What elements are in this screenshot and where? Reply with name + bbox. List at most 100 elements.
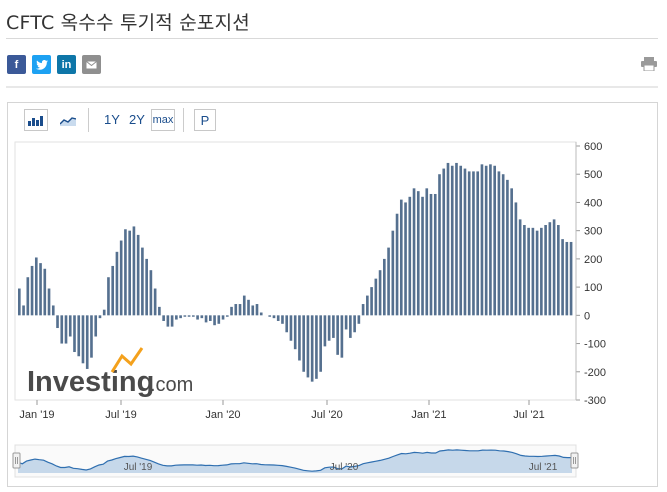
chart-bar (510, 188, 513, 316)
chart-bar (281, 315, 284, 324)
facebook-icon[interactable]: f (7, 55, 26, 74)
range-2y-button[interactable]: 2Y (129, 112, 145, 127)
chart-bar (192, 315, 195, 317)
chart-bar (208, 315, 212, 321)
chart-bar (353, 315, 356, 333)
chart-bar (170, 315, 174, 327)
navigator-handle-left[interactable] (12, 452, 21, 469)
chart-bar (259, 312, 263, 316)
investing-logo-brand: Investing (27, 366, 154, 398)
y-tick-label: 400 (584, 197, 602, 209)
chart-bar (175, 315, 178, 320)
chart-bar (276, 315, 280, 321)
chart-bar (501, 174, 505, 316)
chart-bar (204, 315, 208, 323)
chart-bar (506, 179, 509, 316)
twitter-icon[interactable] (32, 55, 51, 74)
chart-bar (531, 227, 535, 316)
chart-bar (136, 234, 140, 316)
print-icon[interactable] (641, 57, 657, 71)
chart-bar (557, 225, 560, 316)
chart-bar (242, 295, 246, 316)
chart-bar (162, 315, 165, 321)
chart-bar (115, 251, 119, 316)
chart-bar (213, 315, 216, 326)
chart-bar (489, 164, 492, 316)
chart-bar (374, 278, 378, 316)
y-tick-label: -100 (584, 339, 606, 351)
chart-bar (68, 315, 72, 337)
y-tick-label: 300 (584, 226, 602, 238)
chart-bar (446, 162, 450, 316)
chart-bar (196, 315, 199, 320)
chart-bar (217, 315, 221, 324)
chart-bar (200, 315, 204, 319)
chart-bar (523, 225, 526, 316)
chart-bar (408, 196, 412, 316)
chart-bar (336, 315, 339, 355)
chart-bar (332, 315, 335, 338)
chart-bar (366, 295, 369, 316)
chart-bar (107, 277, 110, 316)
chart-bar (119, 240, 123, 316)
chart-bar (47, 288, 51, 316)
chart-bar (412, 188, 416, 316)
y-tick-label: -200 (584, 367, 606, 379)
chart-bar (293, 315, 297, 350)
chart-bar (179, 315, 182, 319)
chart-bar (344, 315, 348, 330)
chart-bar (225, 315, 229, 317)
chart-bar (463, 168, 467, 316)
chart-bar (467, 171, 471, 316)
chart-bar (56, 315, 59, 329)
chart-bar (450, 165, 454, 316)
chart-bar (548, 222, 552, 316)
x-tick-label: Jan '20 (205, 409, 240, 421)
chart-bar (43, 268, 47, 316)
chart-bar (327, 315, 331, 341)
chart-bar (268, 315, 272, 317)
chart-bar (128, 230, 131, 316)
chart-bar (383, 258, 386, 316)
chart-bar (493, 165, 496, 316)
linkedin-icon[interactable]: in (57, 55, 76, 74)
chart-bar (272, 315, 276, 319)
chart-bar (145, 258, 148, 316)
chart-bar (183, 315, 187, 317)
pin-button[interactable]: P (194, 109, 216, 131)
chart-bar (442, 168, 446, 316)
chart-bar (149, 270, 153, 316)
x-tick-label: Jan '19 (19, 409, 54, 421)
chart-bar (323, 315, 327, 347)
chart-bar (552, 219, 556, 316)
chart-bar (387, 247, 390, 316)
investing-logo: Investing .com (27, 347, 193, 398)
chart-bar (425, 188, 429, 316)
y-tick-label: 200 (584, 254, 602, 266)
chart-bar (544, 225, 547, 316)
chart-bar (378, 270, 382, 316)
chart-bar (391, 230, 395, 316)
chart-bar (81, 315, 85, 364)
range-1y-button[interactable]: 1Y (104, 112, 120, 127)
range-max-button[interactable]: max (151, 109, 175, 131)
chart-bar (361, 304, 365, 316)
chart-bar (527, 227, 530, 316)
area-chart-icon[interactable] (56, 109, 80, 131)
navigator-handle-right[interactable] (570, 452, 579, 469)
chart-bar (497, 171, 501, 316)
email-icon[interactable] (82, 55, 101, 74)
navigator-label: Jul '19 (124, 462, 153, 473)
y-tick-label: -300 (584, 395, 606, 407)
bar-chart-icon[interactable] (24, 109, 48, 131)
navigator-label: Jul '20 (330, 462, 359, 473)
chart-bar (399, 199, 403, 316)
chart-bar (438, 174, 441, 316)
chart-bar (459, 165, 463, 316)
chart-bar (158, 306, 161, 316)
chart-bar (302, 315, 306, 372)
chart-bar (289, 315, 293, 341)
chart-bar (98, 315, 102, 319)
y-tick-label: 500 (584, 169, 602, 181)
